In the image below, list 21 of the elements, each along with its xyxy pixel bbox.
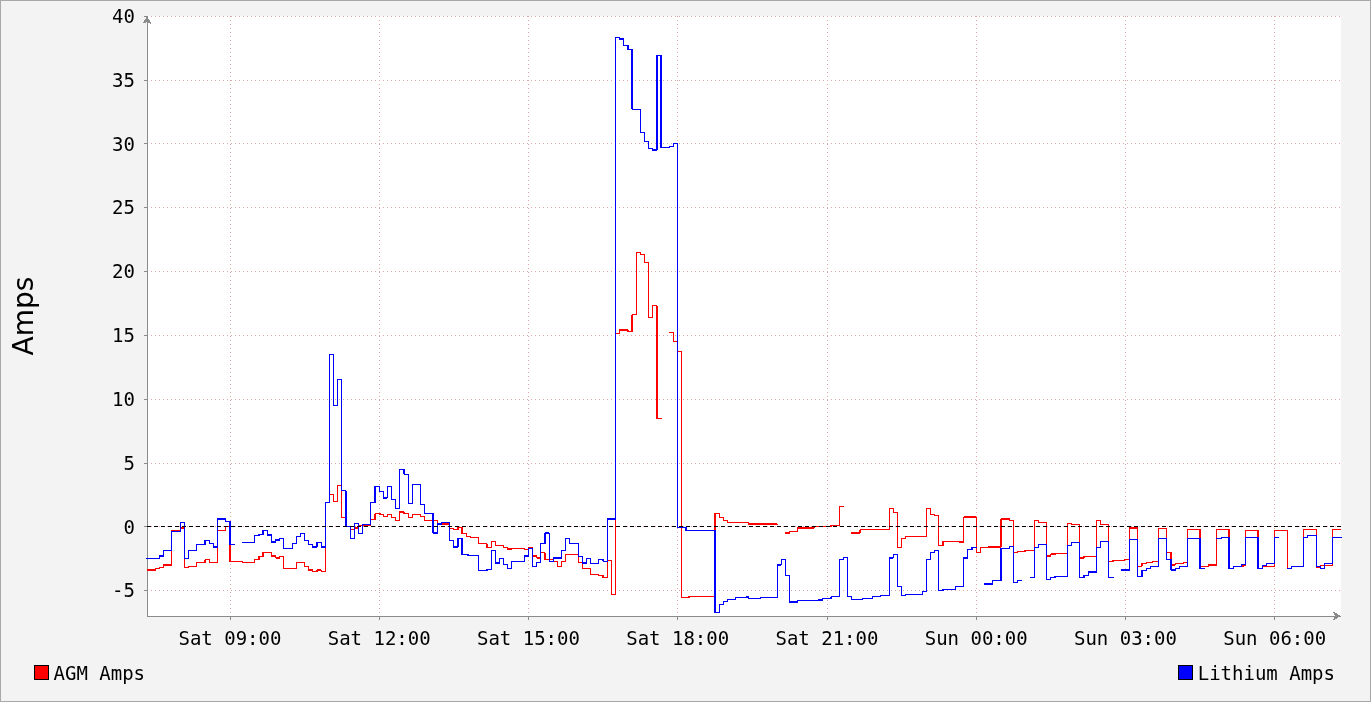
y-axis-title: Amps <box>6 276 40 356</box>
y-tick-label: 15 <box>112 324 135 347</box>
x-tick-label: Sat 21:00 <box>775 626 879 649</box>
x-tick-label: Sun 06:00 <box>1223 626 1327 649</box>
x-tick-label: Sun 03:00 <box>1073 626 1177 649</box>
y-tick-label: 40 <box>112 5 135 27</box>
y-tick-label: 0 <box>123 515 135 538</box>
x-tick-label: Sun 00:00 <box>924 626 1028 649</box>
y-tick-label: -5 <box>112 579 135 602</box>
legend-label: AGM Amps <box>53 661 146 684</box>
y-tick-label: 10 <box>112 387 135 410</box>
x-tick-label: Sat 09:00 <box>178 626 282 649</box>
x-tick-label: Sat 18:00 <box>626 626 730 649</box>
y-tick-label: 25 <box>112 196 135 219</box>
y-tick-label: 35 <box>112 68 135 91</box>
x-tick-label: Sat 12:00 <box>327 626 431 649</box>
y-tick-label: 5 <box>123 451 135 474</box>
legend-label: Lithium Amps <box>1197 661 1336 684</box>
y-tick-label: 30 <box>112 132 135 155</box>
x-tick-label: Sat 15:00 <box>476 626 580 649</box>
y-tick-label: 20 <box>112 260 135 283</box>
